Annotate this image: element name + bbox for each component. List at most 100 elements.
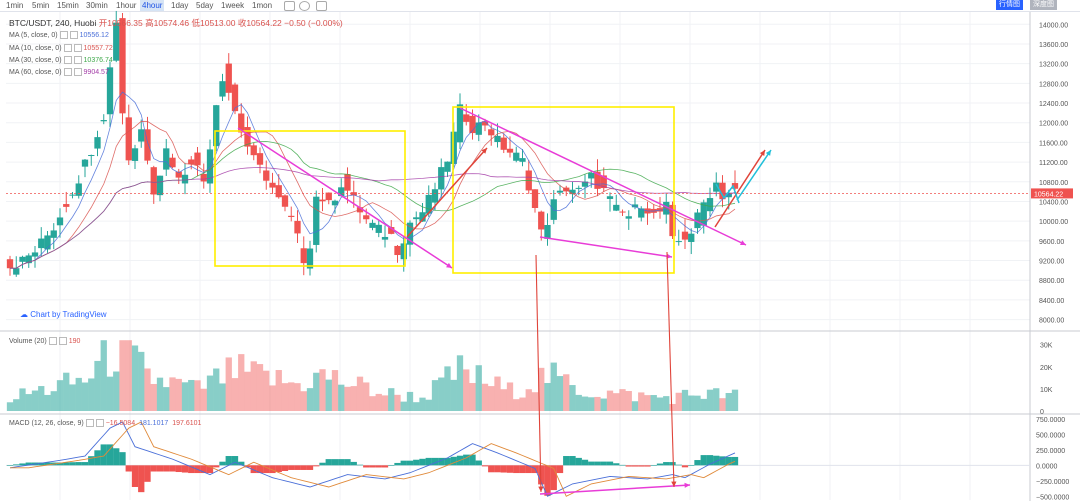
volume-bar [406,391,414,411]
macd-histogram-bar [163,465,170,472]
volume-bar [131,345,139,411]
macd-histogram-bar [150,465,157,472]
candle [200,173,207,182]
volume-bar [675,392,682,411]
macd-histogram-bar [213,465,220,468]
macd-histogram-bar [731,456,739,466]
timeframe-15min[interactable]: 15min [57,1,79,10]
eye-icon[interactable] [48,337,57,345]
candle [506,148,514,153]
macd-histogram-bar [694,460,701,466]
ma10-legend[interactable]: MA (10, close, 0) 10557.72 [9,44,113,52]
candle [50,230,57,238]
volume-bar [338,384,345,411]
close-icon[interactable] [73,56,82,64]
macd-histogram-bar [106,444,114,466]
volume-bar [444,366,451,411]
timeframe-1mon[interactable]: 1mon [252,1,273,10]
macd-histogram-bar [444,457,451,466]
macd-histogram-bar [344,459,351,466]
candle [700,202,707,226]
candle [419,212,426,222]
volume-bar [188,379,195,411]
volume-bar [581,396,589,411]
volume-bar [450,379,457,411]
candle [331,200,339,206]
macd-histogram-bar [644,465,651,467]
eye-icon[interactable] [85,419,94,427]
volume-bar [263,370,270,411]
annotation-rectangle [452,106,675,274]
timeframe-1day[interactable]: 1day [171,1,189,10]
candle [75,183,82,196]
macd-histogram-bar [44,462,51,466]
volume-bar [113,371,120,411]
volume-bar [481,383,489,411]
eye-icon[interactable] [63,44,72,52]
close-icon[interactable] [73,44,82,52]
volume-bar [594,396,601,411]
macd-histogram-bar [563,456,570,466]
volume-bar [194,380,201,411]
volume-bar [644,395,651,411]
volume-bar [269,385,276,411]
indicator-icon[interactable] [284,1,295,11]
volume-bar [6,402,14,411]
candle [681,231,689,240]
eye-icon[interactable] [63,56,72,64]
ma60-legend[interactable]: MA (60, close, 0) 9904.57 [9,68,109,76]
ma30-legend[interactable]: MA (30, close, 0) 10376.74 [9,56,113,64]
ma5-legend[interactable]: MA (5, close, 0) 10556.12 [9,31,109,39]
candle [519,158,526,162]
timeframe-toolbar [0,0,1080,12]
timeframe-1hour[interactable]: 1hour [116,1,137,10]
timeframe-30min[interactable]: 30min [86,1,108,10]
macd-label: MACD (12, 26, close, 9) [9,419,84,427]
candle [531,189,539,208]
candle [719,182,726,200]
macd-histogram-bar [219,461,226,466]
volume-bar [25,394,32,411]
macd-histogram-bar [450,456,457,466]
candle [488,129,495,136]
volume-bar [138,351,145,411]
close-icon[interactable] [73,68,82,76]
candle [381,236,389,240]
timeframe-4hour[interactable]: 4hour [140,0,165,11]
volume-bar [88,378,95,411]
candle [625,216,632,219]
volume-bar [213,368,220,411]
timeframe-5min[interactable]: 5min [32,1,50,10]
close-icon[interactable] [95,419,104,427]
annotation-arrow [714,149,766,228]
settings-icon[interactable] [299,1,310,11]
chart-view-button[interactable]: 行情图 [996,0,1023,10]
volume-bar [631,401,639,411]
candle [25,255,32,264]
change-value: −0.50 (−0.00%) [284,18,343,28]
macd-legend[interactable]: MACD (12, 26, close, 9) −16.5084 181.1017… [9,419,201,427]
candle [263,170,270,181]
fullscreen-icon[interactable] [316,1,327,11]
eye-icon[interactable] [59,31,68,39]
volume-bar [425,399,432,411]
high-label: 高 [145,18,154,28]
eye-icon[interactable] [63,68,72,76]
volume-bar [475,365,482,411]
timeframe-1min[interactable]: 1min [6,1,24,10]
close-icon[interactable] [58,337,67,345]
macd-histogram-bar [669,462,676,466]
volume-legend[interactable]: Volume (20) 190 [9,337,80,345]
depth-view-button[interactable]: 深度图 [1030,0,1057,10]
close-icon[interactable] [69,31,78,39]
candle [606,196,614,199]
tradingview-watermark[interactable]: ☁ Chart by TradingView [20,310,107,319]
timeframe-1week[interactable]: 1week [221,1,245,10]
symbol-label: BTC/USDT, 240, Huobi [9,18,97,28]
macd-histogram-bar [538,465,545,485]
timeframe-5day[interactable]: 5day [196,1,214,10]
candle [194,152,201,166]
volume-bar [725,393,732,411]
macd-tick-label: −500.0000 [1036,494,1069,501]
